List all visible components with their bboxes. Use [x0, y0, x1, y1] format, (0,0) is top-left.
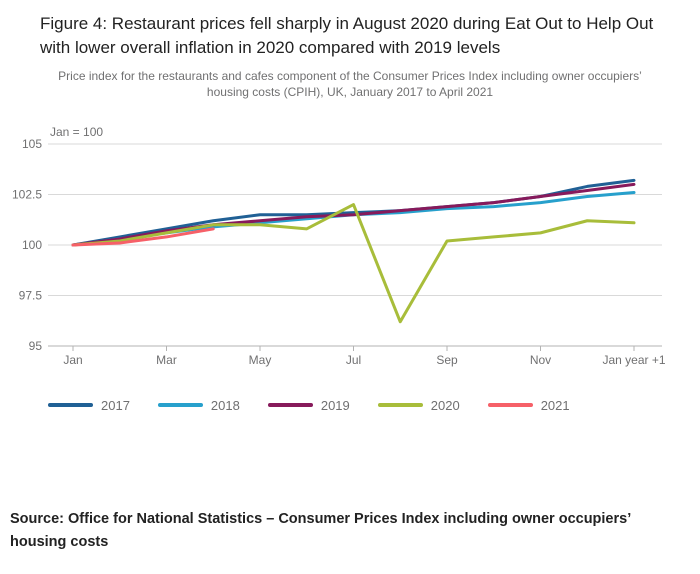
x-tick-label: Sep: [436, 353, 458, 367]
legend-label-2018: 2018: [210, 397, 240, 413]
x-tick-label: Mar: [156, 353, 177, 367]
legend-item-2018: 2018: [157, 397, 240, 413]
x-tick-label: Jan: [63, 353, 82, 367]
legend-item-2021: 2021: [487, 397, 570, 413]
chart-area: 95 97.5 100 102.5 105 Jan Mar May Jul Sep Nov Jan y…: [0, 126, 700, 413]
y-tick-label: 97.5: [19, 288, 43, 302]
x-tick-label: Jul: [346, 353, 361, 367]
legend-item-2017: 2017: [48, 398, 130, 413]
legend-swatch-2017: [48, 403, 93, 408]
y-tick-label: 95: [29, 339, 43, 353]
legend-label-2021: 2021: [540, 397, 570, 413]
figure-subtitle: Price index for the restaurants and cafe…: [58, 68, 642, 99]
figure-title: Figure 4: Restaurant prices fell sharply…: [40, 14, 654, 57]
series-line-2020: [71, 203, 636, 324]
legend-label-2020: 2020: [430, 397, 460, 413]
chart-legend: 2017 2018 2019 2020 2021: [48, 398, 700, 413]
line-chart: 95 97.5 100 102.5 105 Jan Mar May Jul Sep Nov Jan y…: [12, 126, 666, 367]
series-line-2019: [71, 182, 636, 247]
y-tick-label: 100: [22, 238, 42, 252]
legend-item-2020: 2020: [377, 397, 460, 413]
legend-item-2019: 2019: [267, 397, 350, 413]
y-tick-label: 105: [22, 137, 42, 151]
legend-label-2019: 2019: [320, 397, 350, 413]
legend-label-2017: 2017: [101, 397, 130, 413]
chart-annotation: Jan = 100: [50, 126, 103, 139]
series-line-2021: [71, 227, 215, 247]
legend-swatch-2019: [267, 403, 313, 408]
x-tick-label: Nov: [530, 353, 551, 367]
x-tick-label: May: [249, 353, 272, 367]
x-tick-label: Jan year +1: [602, 353, 665, 367]
source-note: Source: Office for National Statistics –…: [10, 511, 631, 551]
legend-swatch-2020: [377, 403, 423, 408]
y-tick-label: 102.5: [12, 187, 42, 201]
legend-swatch-2018: [157, 403, 203, 408]
figure-header: Figure 4: Restaurant prices fell sharply…: [0, 0, 700, 100]
legend-swatch-2021: [487, 403, 533, 408]
